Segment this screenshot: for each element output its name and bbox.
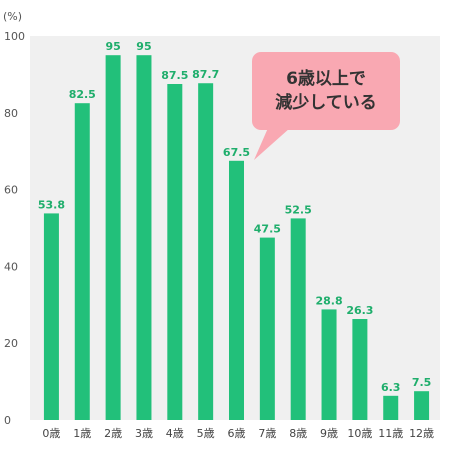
x-tick-label: 0歳 xyxy=(42,427,60,440)
callout-text: 6歳以上で xyxy=(286,68,366,89)
data-label: 67.5 xyxy=(223,146,250,159)
y-tick-label: 40 xyxy=(4,260,18,273)
y-tick-label: 60 xyxy=(4,184,18,197)
data-label: 6.3 xyxy=(381,381,401,394)
callout-pointer xyxy=(254,128,290,160)
y-tick-label: 80 xyxy=(4,107,18,120)
x-tick-label: 3歳 xyxy=(135,427,153,440)
bars: 53.8 82.5 95 95 87.5 87.7 67.5 47.5 52.5 28.8 26.3… xyxy=(38,40,432,421)
bar xyxy=(136,55,152,420)
data-label: 95 xyxy=(105,40,120,53)
bar xyxy=(414,391,430,420)
data-label: 87.5 xyxy=(161,69,188,82)
y-tick-label: 20 xyxy=(4,337,18,350)
data-label: 95 xyxy=(136,40,151,53)
bar xyxy=(74,103,90,420)
x-axis: 0歳 1歳 2歳 3歳 4歳 5歳 6歳 7歳 8歳 9歳 10歳 11歳 12歳 xyxy=(42,427,434,440)
data-label: 53.8 xyxy=(38,198,65,211)
y-tick-label: 100 xyxy=(4,30,25,43)
data-label: 82.5 xyxy=(69,88,96,101)
x-tick-label: 5歳 xyxy=(197,427,215,440)
bar xyxy=(105,55,121,420)
data-label: 28.8 xyxy=(315,294,342,307)
x-tick-label: 1歳 xyxy=(73,427,91,440)
x-tick-label: 7歳 xyxy=(258,427,276,440)
x-tick-label: 4歳 xyxy=(166,427,184,440)
bar xyxy=(352,319,368,420)
x-tick-label: 9歳 xyxy=(320,427,338,440)
x-tick-label: 10歳 xyxy=(347,427,372,440)
bar xyxy=(229,160,244,421)
x-tick-label: 6歳 xyxy=(228,427,246,440)
x-tick-label: 12歳 xyxy=(409,427,434,440)
data-label: 47.5 xyxy=(254,223,281,236)
bar xyxy=(259,237,275,420)
data-label: 26.3 xyxy=(346,304,373,317)
bar xyxy=(198,83,214,421)
callout-box xyxy=(252,52,400,130)
bar xyxy=(321,309,337,420)
data-label: 52.5 xyxy=(285,203,312,216)
callout-text: 減少している xyxy=(275,92,377,113)
bar xyxy=(167,84,183,420)
x-tick-label: 11歳 xyxy=(378,427,403,440)
data-label: 87.7 xyxy=(192,68,219,81)
x-tick-label: 2歳 xyxy=(104,427,122,440)
bar xyxy=(43,213,59,420)
y-axis: 0 20 40 60 80 100 xyxy=(4,30,25,427)
bar xyxy=(290,218,306,420)
x-tick-label: 8歳 xyxy=(289,427,307,440)
bar xyxy=(383,395,399,420)
unit-label: (%) xyxy=(3,10,22,23)
y-tick-label: 0 xyxy=(4,414,11,427)
data-label: 7.5 xyxy=(412,376,432,389)
